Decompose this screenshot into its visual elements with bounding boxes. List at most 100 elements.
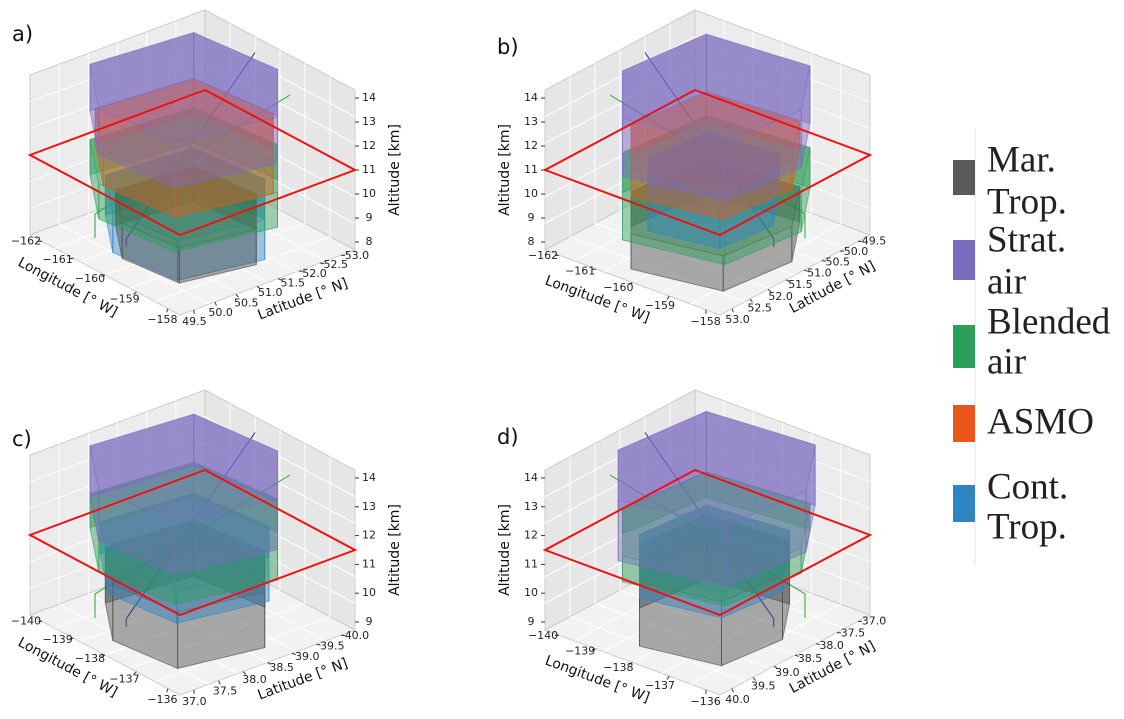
tick-label: 39.5 (751, 680, 776, 693)
tick-mark (628, 282, 633, 285)
tick-label: 53.0 (345, 249, 370, 262)
tick-label: 37.5 (841, 627, 866, 640)
legend-label: air (987, 261, 1026, 302)
tick-mark (256, 285, 261, 290)
legend-swatch (953, 240, 975, 280)
tick-mark (815, 643, 821, 646)
tick-label: −138 (75, 652, 105, 665)
tick-mark (133, 291, 137, 295)
tick-label: 11 (362, 557, 376, 570)
tick-mark (785, 279, 790, 282)
tick-mark (591, 268, 596, 271)
tick-mark (767, 289, 772, 293)
tick-label: 10 (524, 586, 538, 599)
tick-mark (731, 308, 734, 313)
tick-mark (628, 662, 633, 665)
tick-mark (69, 637, 74, 640)
tick-label: −138 (603, 661, 633, 674)
tick-mark (267, 662, 272, 665)
tick-label: 10 (362, 187, 376, 200)
volume-top (90, 32, 278, 142)
tick-label: 8 (366, 235, 373, 248)
tick-label: 40.0 (345, 629, 370, 642)
tick-label: 12 (362, 529, 376, 542)
tick-label: 49.5 (862, 234, 887, 247)
tick-label: 50.0 (208, 306, 233, 319)
tick-label: −158 (147, 313, 177, 326)
tick-label: 38.5 (798, 652, 823, 665)
legend-swatch (953, 160, 975, 195)
tick-label: −160 (603, 281, 633, 294)
legend-label: Blended (987, 301, 1111, 342)
tick-label: 11 (524, 557, 538, 570)
pane-grid (569, 236, 746, 303)
tick-label: 13 (524, 115, 538, 128)
tick-label: −161 (565, 265, 595, 278)
tick-label: −159 (645, 299, 675, 312)
panel-label: c) (12, 427, 32, 451)
tick-mark (666, 675, 670, 680)
tick-label: 11 (524, 163, 538, 176)
pane-grid (154, 236, 331, 303)
tick-label: −161 (43, 253, 73, 266)
panel-label: b) (497, 35, 519, 59)
tick-label: 51.5 (788, 278, 813, 291)
tick-label: −139 (565, 645, 595, 658)
flight-level (27, 468, 358, 617)
pane-grid (569, 616, 746, 683)
tick-mark (133, 671, 137, 675)
tick-label: −136 (147, 693, 177, 706)
tick-label: −137 (645, 679, 675, 692)
tick-label: 51.0 (807, 267, 832, 280)
tick-label: 38.0 (819, 639, 844, 652)
legend-swatch (953, 485, 975, 522)
axis-label: Altitude [km] (387, 124, 403, 216)
tick-label: 39.0 (775, 666, 800, 679)
tick-label: 52.5 (747, 302, 772, 315)
legend-label: Mar. (987, 139, 1056, 180)
tick-label: −160 (75, 272, 105, 285)
tick-label: 50.5 (826, 255, 851, 268)
flight-level (27, 88, 358, 237)
tick-label: −158 (691, 315, 721, 328)
tick-label: 10 (362, 586, 376, 599)
legend-label: Trop. (987, 506, 1067, 547)
tick-label: 9 (528, 615, 535, 628)
panel-label: d) (497, 425, 519, 449)
tick-label: 52.0 (768, 290, 793, 303)
tick-label: 51.5 (280, 276, 305, 289)
tick-label: 9 (366, 615, 373, 628)
tick-mark (235, 293, 239, 298)
tick-label: −140 (11, 614, 41, 627)
tick-label: −137 (109, 673, 139, 686)
tick-label: 12 (362, 139, 376, 152)
tick-label: 13 (524, 500, 538, 513)
tick-mark (749, 298, 753, 303)
tick-label: 12 (524, 529, 538, 542)
tick-label: 49.5 (182, 315, 207, 328)
tick-label: −139 (43, 633, 73, 646)
legend-swatch (953, 405, 975, 442)
axis-label: Altitude [km] (497, 124, 513, 216)
tick-label: 13 (362, 500, 376, 513)
tick-label: 52.0 (302, 267, 327, 280)
tick-mark (731, 688, 734, 693)
tick-label: 11 (362, 163, 376, 176)
tick-label: 9 (528, 211, 535, 224)
tick-mark (242, 671, 247, 675)
tick-mark (316, 643, 321, 646)
axis-label: Altitude [km] (497, 504, 513, 596)
tick-label: 12 (524, 139, 538, 152)
tick-label: 14 (362, 91, 376, 104)
tick-label: 37.0 (182, 695, 207, 708)
legend-label: Trop. (987, 181, 1067, 222)
tick-label: 10 (524, 187, 538, 200)
tick-mark (166, 688, 169, 693)
tick-mark (69, 257, 74, 260)
flight-level (542, 88, 873, 237)
tick-mark (773, 665, 778, 669)
legend-label: air (987, 341, 1026, 382)
